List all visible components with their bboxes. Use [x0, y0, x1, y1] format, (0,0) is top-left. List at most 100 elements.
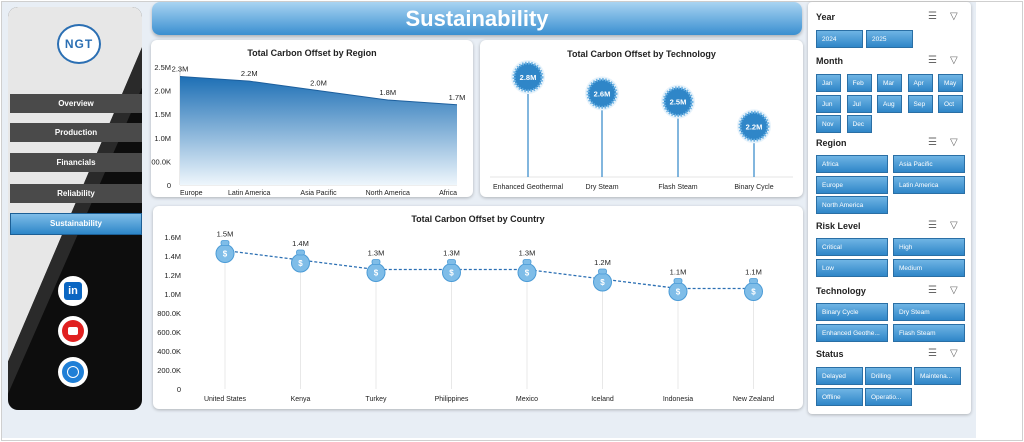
website-button[interactable] [58, 357, 88, 387]
region-y-tick: 500.0K [151, 157, 171, 166]
linkedin-button[interactable]: in [58, 276, 88, 306]
filter-option-month[interactable]: Dec [846, 115, 872, 133]
filter-option-region[interactable]: North America [816, 196, 888, 214]
youtube-icon [62, 320, 84, 342]
country-x-tick: Kenya [291, 396, 311, 403]
clear-filter-icon[interactable]: ▽ [950, 137, 958, 148]
country-y-tick: 600.0K [157, 328, 181, 337]
clear-filter-icon[interactable]: ▽ [950, 11, 958, 22]
filter-title-region: Region [816, 138, 847, 148]
filter-option-year[interactable]: 2024 [816, 30, 863, 48]
technology-chart-card: Total Carbon Offset by Technology 2.8M En… [480, 40, 803, 197]
filter-option-month[interactable]: Aug [877, 94, 902, 113]
multi-select-icon[interactable]: ☰ [928, 348, 937, 359]
filter-option-status[interactable]: Delayed [816, 367, 863, 385]
country-data-label: 1.5M [217, 230, 234, 239]
region-data-label: 2.0M [310, 79, 327, 88]
multi-select-icon[interactable]: ☰ [928, 220, 937, 231]
country-data-label: 1.1M [670, 268, 687, 277]
tech-data-label: 2.2M [746, 122, 763, 131]
multi-select-icon[interactable]: ☰ [928, 137, 937, 148]
multi-select-icon[interactable]: ☰ [928, 285, 937, 296]
tech-marker [586, 77, 618, 109]
filter-option-region[interactable]: Africa [816, 155, 888, 173]
country-y-tick: 1.0M [164, 290, 181, 299]
filter-option-month[interactable]: Nov [816, 115, 841, 133]
region-x-tick: Latin America [228, 190, 271, 197]
globe-icon [62, 361, 84, 383]
sidebar-item-sustainability[interactable]: Sustainability [10, 213, 142, 235]
filter-option-technology[interactable]: Enhanced Geothe... [816, 323, 888, 342]
money-bag-top [296, 249, 305, 256]
filter-option-risk[interactable]: High [893, 238, 965, 256]
country-x-tick: Iceland [591, 396, 614, 403]
region-x-tick: Africa [439, 190, 457, 197]
money-bag-top [673, 278, 683, 284]
filter-option-month[interactable]: May [938, 74, 963, 92]
clear-filter-icon[interactable]: ▽ [950, 348, 958, 359]
tech-x-tick: Binary Cycle [734, 184, 773, 191]
filter-option-technology[interactable]: Dry Steam [893, 303, 965, 321]
filter-option-status[interactable]: Operatio... [865, 387, 912, 406]
region-chart: 2.5M 2.0M 1.5M 1.0M 500.0K 0 2.3M Europe 2.2M Lat… [151, 63, 465, 197]
region-y-tick: 1.0M [154, 134, 171, 143]
filter-option-year[interactable]: 2025 [866, 30, 913, 48]
sidebar-item-production[interactable]: Production [10, 123, 142, 142]
sidebar-item-reliability[interactable]: Reliability [10, 184, 142, 203]
clear-filter-icon[interactable]: ▽ [950, 285, 958, 296]
filter-option-month[interactable]: Oct [938, 94, 963, 113]
country-y-tick: 200.0K [157, 366, 181, 375]
dollar-sign-icon: $ [525, 269, 530, 278]
multi-select-icon[interactable]: ☰ [928, 55, 937, 66]
region-chart-card: Total Carbon Offset by Region 2.5M 2.0M 1.… [151, 40, 473, 197]
youtube-button[interactable] [58, 316, 88, 346]
filter-option-risk[interactable]: Low [816, 258, 888, 277]
logo: NGT [57, 24, 101, 64]
tech-marker [738, 110, 770, 142]
country-chart-title: Total Carbon Offset by Country [411, 214, 545, 224]
region-data-label: 2.2M [241, 69, 258, 78]
filter-option-month[interactable]: Feb [846, 74, 872, 92]
country-y-tick: 1.6M [164, 233, 181, 242]
filter-option-month[interactable]: Mar [877, 74, 902, 92]
filter-option-status[interactable]: Maintena... [914, 367, 961, 385]
country-y-tick: 400.0K [157, 347, 181, 356]
filter-option-technology[interactable]: Flash Steam [893, 323, 965, 342]
country-x-tick: New Zealand [733, 396, 774, 403]
filter-option-technology[interactable]: Binary Cycle [816, 303, 888, 321]
tech-x-tick: Flash Steam [658, 184, 697, 191]
filter-option-region[interactable]: Asia Pacific [893, 155, 965, 173]
clear-filter-icon[interactable]: ▽ [950, 55, 958, 66]
country-data-label: 1.1M [745, 268, 762, 277]
filter-option-risk[interactable]: Critical [816, 238, 888, 256]
filter-option-month[interactable]: Jun [816, 94, 841, 113]
money-bag-top [220, 240, 230, 246]
tech-marker [512, 61, 544, 93]
filter-option-status[interactable]: Offline [816, 387, 863, 406]
country-y-tick: 0 [177, 385, 181, 394]
filter-title-month: Month [816, 56, 843, 66]
filter-option-month[interactable]: Apr [907, 74, 933, 92]
filter-option-month[interactable]: Jan [816, 74, 841, 92]
sidebar-item-overview[interactable]: Overview [10, 94, 142, 113]
tech-data-label: 2.8M [520, 73, 537, 82]
region-data-label: 2.3M [172, 64, 189, 73]
filter-option-risk[interactable]: Medium [893, 258, 965, 277]
country-x-tick: Mexico [516, 396, 538, 403]
multi-select-icon[interactable]: ☰ [928, 11, 937, 22]
region-y-tick: 2.5M [154, 63, 171, 72]
country-x-tick: Philippines [435, 396, 469, 403]
filter-option-month[interactable]: Sep [907, 94, 933, 113]
country-data-label: 1.3M [519, 249, 536, 258]
country-line [224, 249, 754, 290]
country-x-tick: United States [204, 396, 247, 403]
filter-option-status[interactable]: Drilling [865, 367, 912, 385]
filter-option-region[interactable]: Europe [816, 175, 888, 194]
region-y-tick: 1.5M [154, 110, 171, 119]
filter-option-region[interactable]: Latin America [893, 175, 965, 194]
sidebar-item-financials[interactable]: Financials [10, 153, 142, 172]
filter-option-month[interactable]: Jul [846, 94, 872, 113]
dollar-sign-icon: $ [298, 259, 303, 268]
dollar-sign-icon: $ [374, 269, 379, 278]
clear-filter-icon[interactable]: ▽ [950, 220, 958, 231]
